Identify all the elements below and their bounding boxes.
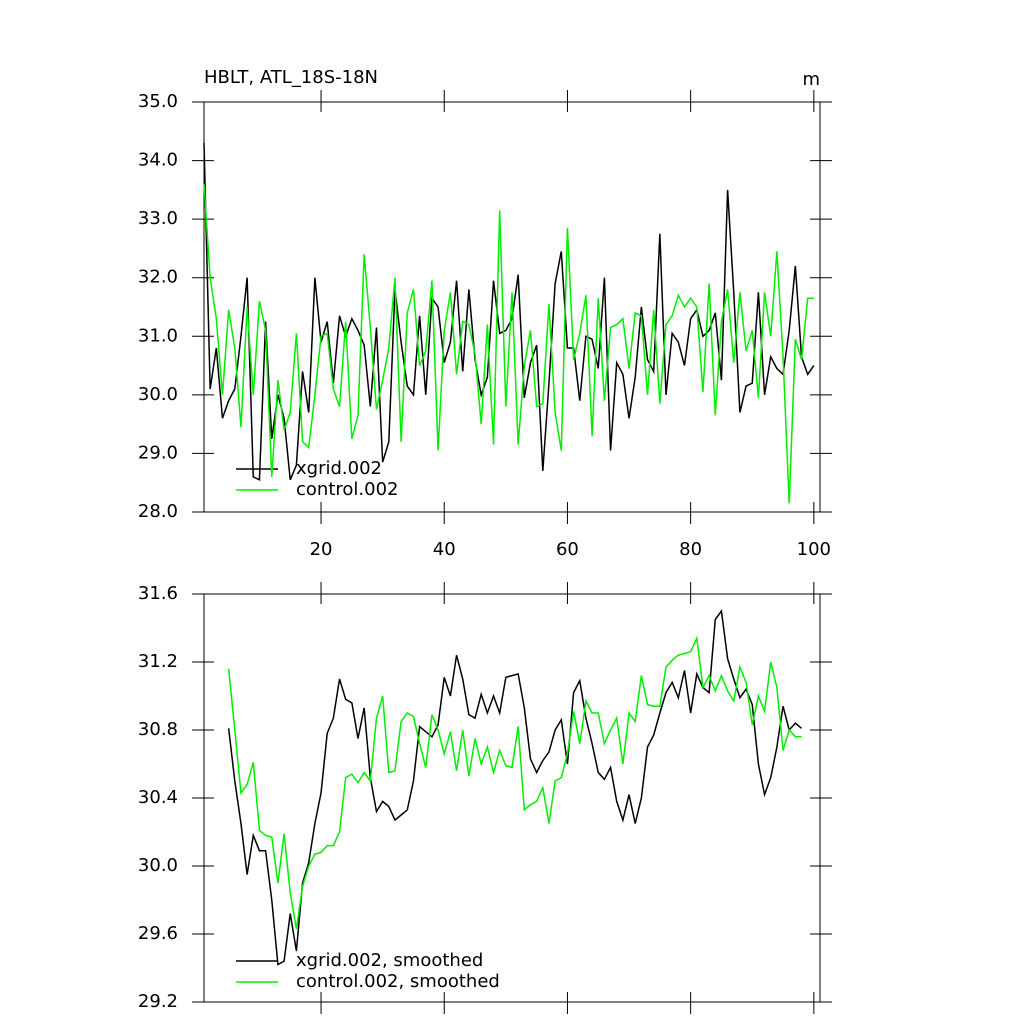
y-tick-label: 33.0: [138, 208, 178, 229]
series-line: [227, 609, 802, 966]
y-tick-label: 35.0: [138, 91, 178, 112]
x-tick-label: 40: [433, 539, 456, 560]
y-tick-label: 30.0: [138, 384, 178, 405]
y-tick-label: 29.6: [138, 923, 178, 944]
series-line: [203, 142, 815, 481]
y-tick-label: 29.2: [138, 991, 178, 1012]
legend-label: control.002, smoothed: [296, 971, 500, 992]
x-tick-label: 100: [797, 539, 831, 560]
units-label: m: [802, 69, 820, 90]
legend-label: xgrid.002: [296, 458, 382, 479]
y-tick-label: 31.0: [138, 325, 178, 346]
legend-label: xgrid.002, smoothed: [296, 950, 483, 971]
legend-label: control.002: [296, 479, 398, 500]
y-tick-label: 30.8: [138, 719, 178, 740]
x-tick-label: 20: [310, 539, 333, 560]
y-tick-label: 28.0: [138, 501, 178, 522]
y-tick-label: 29.0: [138, 442, 178, 463]
y-tick-label: 34.0: [138, 150, 178, 171]
chart-title: HBLT, ATL_18S-18N: [204, 67, 378, 88]
series-line: [227, 635, 802, 930]
y-tick-label: 32.0: [138, 267, 178, 288]
y-tick-label: 31.2: [138, 651, 178, 672]
series-line: [203, 183, 814, 504]
x-tick-label: 80: [679, 539, 702, 560]
x-tick-label: 60: [556, 539, 579, 560]
y-tick-label: 30.4: [138, 787, 178, 808]
plot-frame: [203, 101, 821, 513]
y-tick-label: 30.0: [138, 855, 178, 876]
y-tick-label: 31.6: [138, 583, 178, 604]
